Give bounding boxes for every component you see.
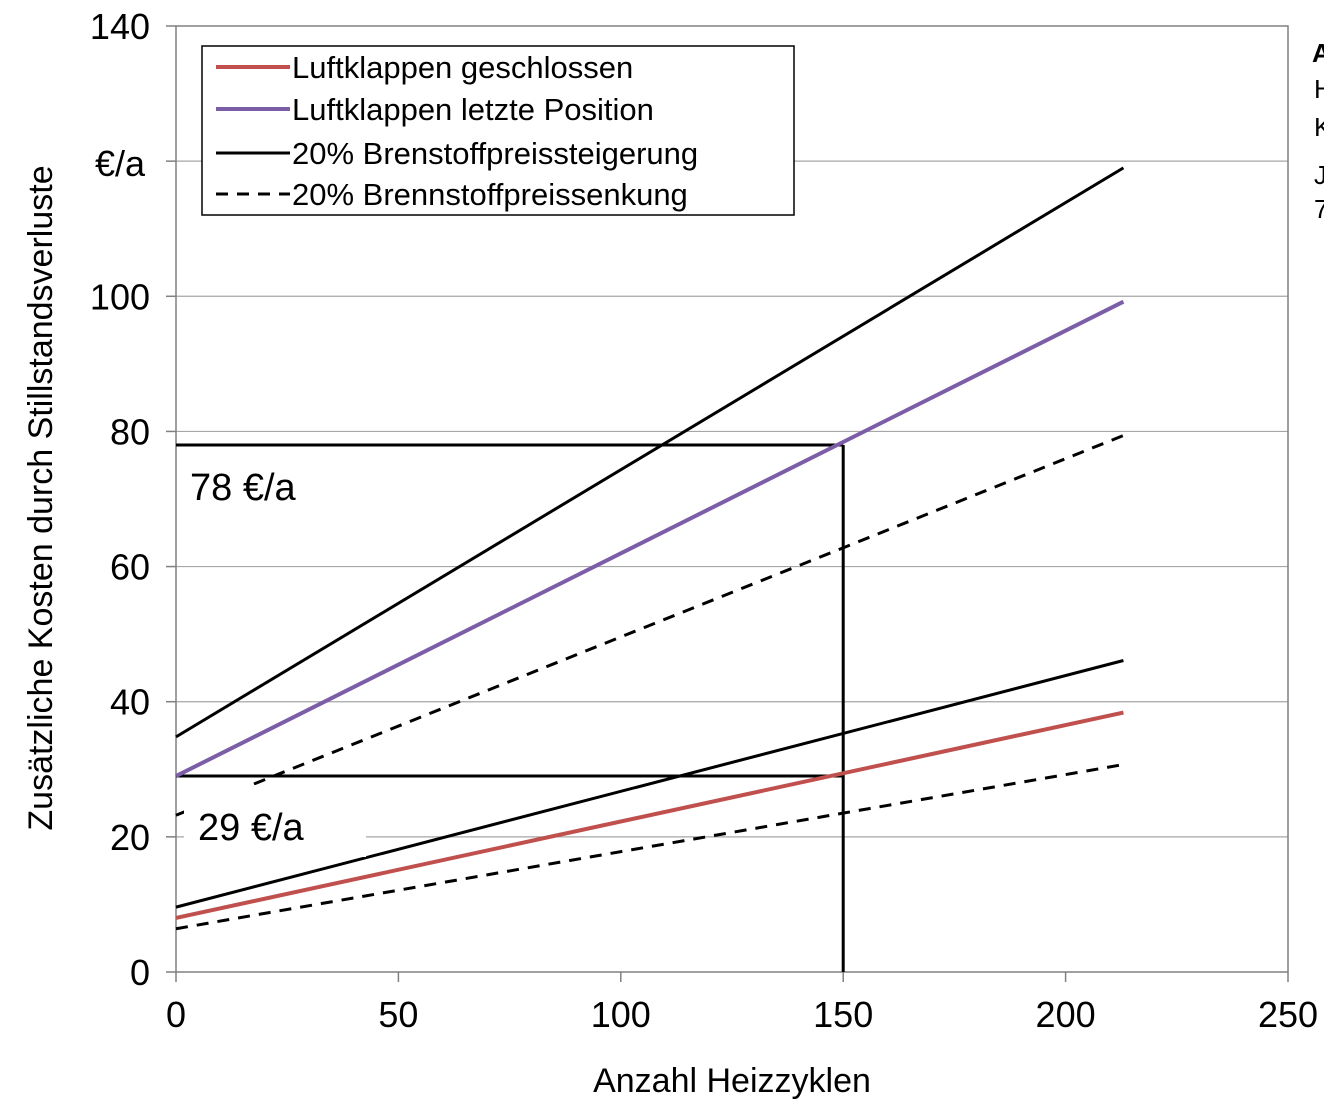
series-line-0	[175, 710, 1124, 920]
legend-label-steigerung: 20% Brenstoffpreissteigerung	[292, 136, 698, 171]
y-tick-label: 60	[110, 547, 150, 588]
y-tick-label: 0	[130, 952, 150, 993]
y-tick-label: 80	[110, 411, 150, 452]
annotation-78-bg	[178, 455, 338, 517]
cropped-side-text: A H K J 7	[1312, 38, 1324, 224]
y-tick-label: 100	[90, 276, 150, 317]
side-text-1: A	[1312, 38, 1324, 68]
reference-lines	[176, 443, 845, 972]
y-tick-labels: 0 20 40 60 80 100 140	[90, 6, 176, 993]
y-tick-label: 20	[110, 817, 150, 858]
y-tick-label: 40	[110, 682, 150, 723]
x-tick-label: 0	[166, 994, 186, 1035]
x-tick-label: 150	[813, 994, 873, 1035]
legend-box	[201, 45, 795, 216]
series-line-3	[175, 659, 1124, 909]
series-line-2	[175, 166, 1125, 739]
legend-label-geschlossen: Luftklappen geschlossen	[292, 50, 633, 85]
series-line-5	[175, 763, 1124, 931]
x-axis-title: Anzahl Heizzyklen	[593, 1062, 871, 1099]
legend-label-senkung: 20% Brennstoffpreissenkung	[292, 177, 688, 212]
side-text-5: 7	[1314, 194, 1324, 224]
y-axis-title: Zusätzliche Kosten durch Stillstandsverl…	[22, 165, 60, 830]
y-tick-label: 140	[90, 6, 150, 47]
side-text-3: K	[1314, 112, 1324, 142]
x-tick-label: 50	[378, 994, 418, 1035]
series-group	[175, 166, 1125, 931]
side-text-2: H	[1314, 74, 1324, 104]
x-tick-label: 250	[1258, 994, 1318, 1035]
x-tick-label: 200	[1036, 994, 1096, 1035]
plot-frame	[175, 25, 1289, 973]
series-line-1	[175, 299, 1125, 778]
legend: Luftklappen geschlossen Luftklappen letz…	[201, 45, 795, 216]
x-tick-label: 100	[591, 994, 651, 1035]
side-text-4: J	[1314, 160, 1324, 190]
y-unit-label: €/a	[95, 143, 146, 184]
annotation-29-label: 29 €/a	[198, 807, 305, 849]
legend-label-letzte-position: Luftklappen letzte Position	[292, 92, 654, 127]
annotation-78-label: 78 €/a	[190, 467, 297, 509]
x-tick-labels: 0 50 100 150 200 250	[166, 972, 1318, 1035]
series-line-4	[175, 434, 1124, 817]
annotation-29-bg	[184, 785, 366, 857]
